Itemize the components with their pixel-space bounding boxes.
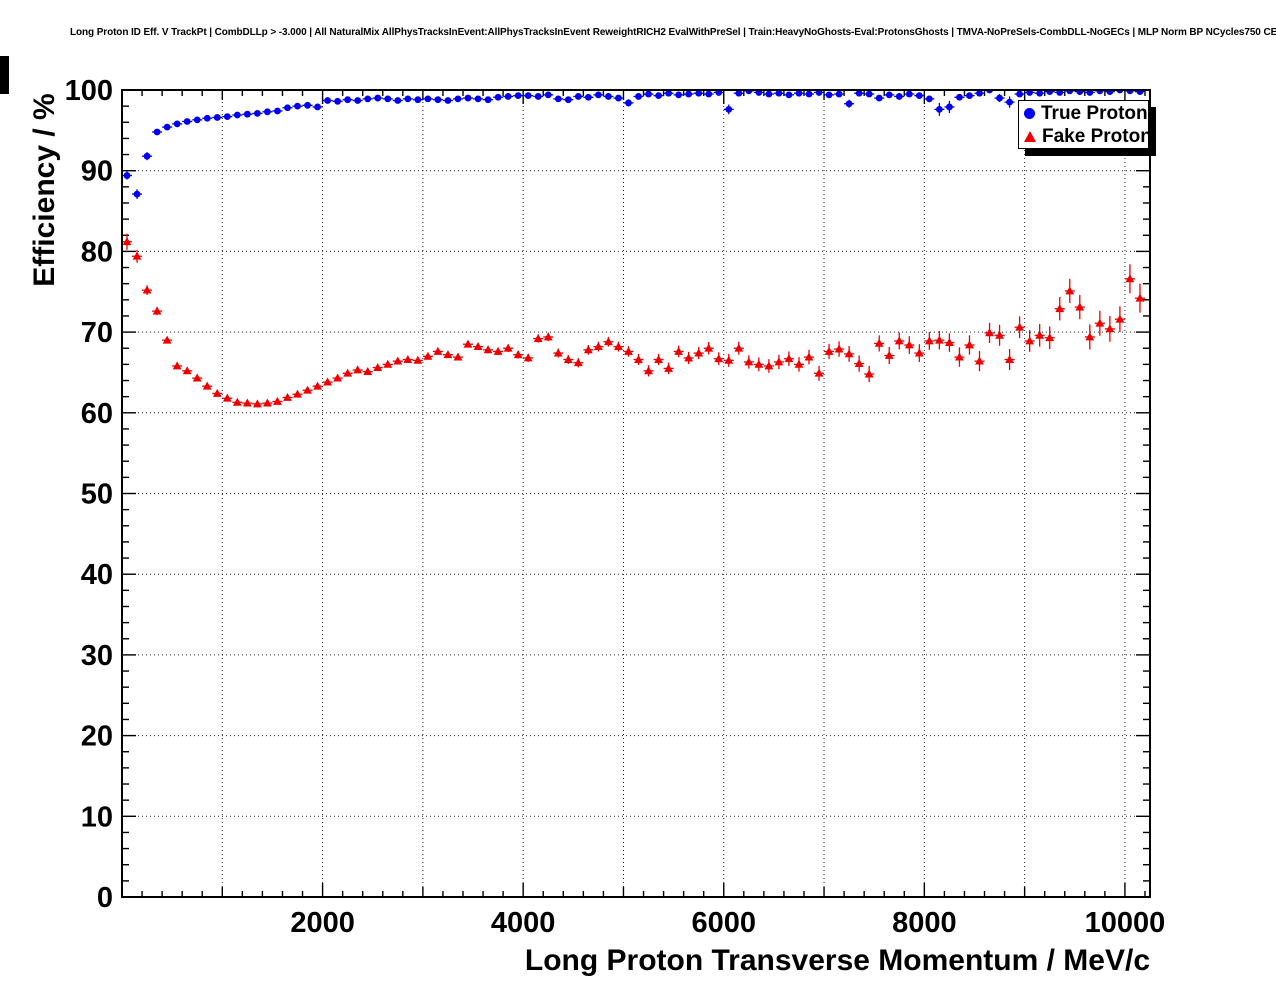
svg-text:0: 0 [97,882,113,914]
tick-labels: 0 10 20 30 40 50 60 70 80 90 100 2000 4000 6000 8000 10… [65,75,1166,939]
svg-text:50: 50 [81,479,113,511]
series-fake-proton [122,233,1145,408]
legend-entry-fake-proton: Fake Proton [1024,125,1152,148]
svg-text:60: 60 [81,398,113,430]
svg-text:100: 100 [65,75,113,107]
svg-text:10000: 10000 [1085,907,1166,939]
true-proton-marker-icon [1024,108,1035,119]
svg-text:90: 90 [81,156,113,188]
svg-text:20: 20 [81,721,113,753]
legend: True Proton Fake Proton [1018,100,1152,149]
canvas-edge-mark [0,56,9,94]
y-axis-title: Efficiency / % [28,93,61,287]
svg-text:8000: 8000 [892,907,957,939]
legend-label-true-proton: True Proton [1041,102,1148,124]
svg-text:80: 80 [81,236,113,268]
grid [122,90,1150,897]
x-axis-title: Long Proton Transverse Momentum / MeV/c [524,944,1150,977]
legend-entry-true-proton: True Proton [1024,102,1148,125]
svg-text:4000: 4000 [491,907,556,939]
svg-text:6000: 6000 [691,907,756,939]
svg-text:10: 10 [81,801,113,833]
legend-label-fake-proton: Fake Proton [1042,125,1152,147]
svg-text:70: 70 [81,317,113,349]
svg-text:40: 40 [81,559,113,591]
plot-title: Long Proton ID Eff. V TrackPt | CombDLLp… [70,27,1276,38]
fake-proton-marker-icon [1024,131,1036,142]
svg-text:30: 30 [81,640,113,672]
svg-text:2000: 2000 [290,907,355,939]
